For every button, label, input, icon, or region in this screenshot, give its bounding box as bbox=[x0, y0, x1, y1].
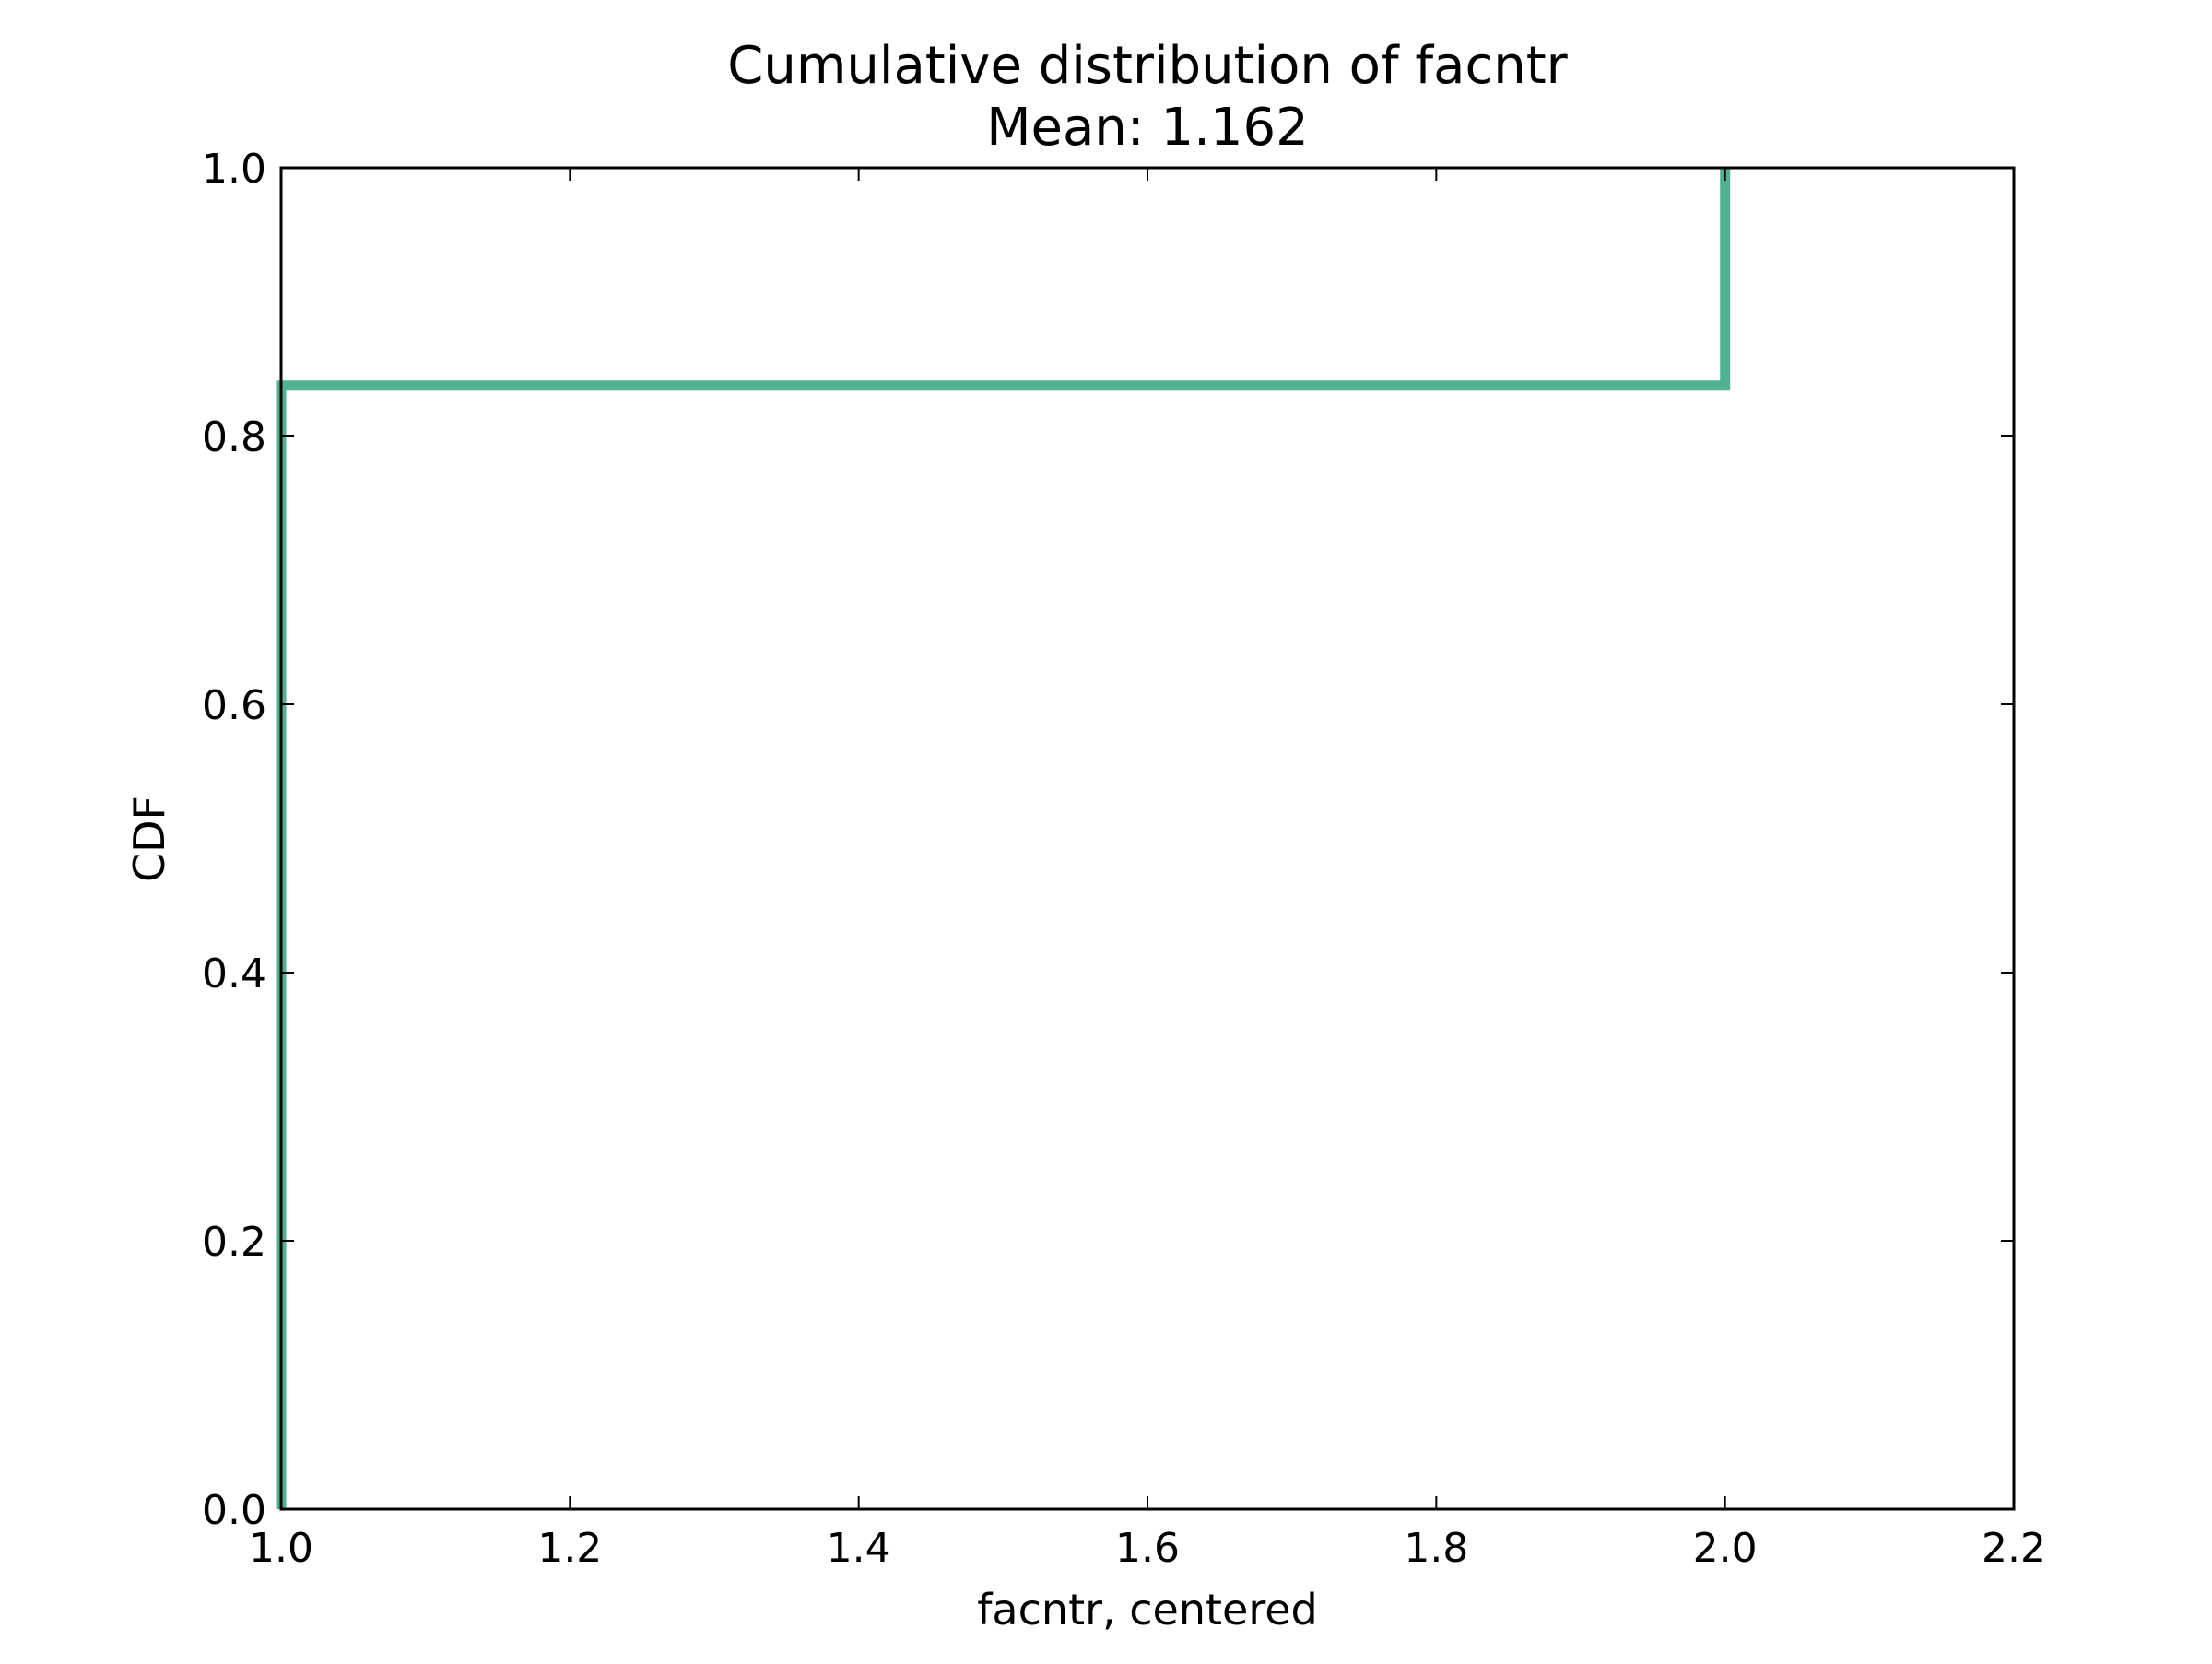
plot-frame bbox=[279, 166, 2016, 1511]
y-tick-label: 0.4 bbox=[202, 950, 266, 997]
y-tick-label: 0.6 bbox=[202, 682, 266, 729]
ticks-layer: 1.0 1.2 1.4 1.6 1.8 2.0 2.2 0.0 0.2 0.4 0.6 0.8 1.0 bbox=[202, 146, 2046, 1572]
chart-title: Cumulative distribution of facntr bbox=[727, 36, 1568, 96]
x-tick-label: 2.2 bbox=[1982, 1525, 2046, 1572]
x-axis-label: facntr, centered bbox=[977, 1585, 1318, 1634]
y-tick-label: 1.0 bbox=[202, 146, 266, 193]
x-tick-label: 1.0 bbox=[249, 1525, 313, 1572]
y-axis-label: CDF bbox=[124, 796, 174, 882]
x-tick-label: 1.4 bbox=[827, 1525, 891, 1572]
y-tick-label: 0.8 bbox=[202, 414, 266, 461]
y-tick-label: 0.2 bbox=[202, 1219, 266, 1266]
chart-subtitle: Mean: 1.162 bbox=[986, 98, 1309, 158]
plot-area bbox=[281, 168, 2014, 1509]
y-tick-label: 0.0 bbox=[202, 1487, 266, 1534]
x-tick-label: 1.6 bbox=[1115, 1525, 1180, 1572]
x-tick-label: 1.8 bbox=[1404, 1525, 1468, 1572]
x-tick-label: 1.2 bbox=[537, 1525, 602, 1572]
x-tick-label: 2.0 bbox=[1693, 1525, 1758, 1572]
